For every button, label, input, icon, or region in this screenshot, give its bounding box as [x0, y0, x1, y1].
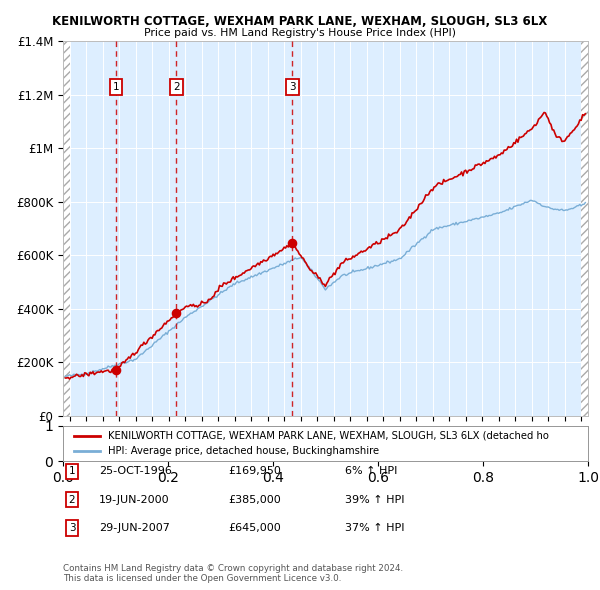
Text: £385,000: £385,000 [228, 495, 281, 504]
Text: Price paid vs. HM Land Registry's House Price Index (HPI): Price paid vs. HM Land Registry's House … [144, 28, 456, 38]
Text: £645,000: £645,000 [228, 523, 281, 533]
Point [112, 366, 121, 375]
Text: 3: 3 [289, 82, 296, 92]
Text: 2: 2 [173, 82, 180, 92]
Text: 39% ↑ HPI: 39% ↑ HPI [345, 495, 404, 504]
Text: 25-OCT-1996: 25-OCT-1996 [99, 467, 172, 476]
Point [287, 238, 297, 248]
Text: 29-JUN-2007: 29-JUN-2007 [99, 523, 170, 533]
Text: 19-JUN-2000: 19-JUN-2000 [99, 495, 170, 504]
Text: KENILWORTH COTTAGE, WEXHAM PARK LANE, WEXHAM, SLOUGH, SL3 6LX (detached ho: KENILWORTH COTTAGE, WEXHAM PARK LANE, WE… [107, 431, 548, 441]
Text: Contains HM Land Registry data © Crown copyright and database right 2024.
This d: Contains HM Land Registry data © Crown c… [63, 563, 403, 583]
Text: 1: 1 [68, 467, 76, 476]
Text: 3: 3 [68, 523, 76, 533]
Point [172, 308, 181, 317]
Text: 2: 2 [68, 495, 76, 504]
Text: £169,950: £169,950 [228, 467, 281, 476]
Text: 37% ↑ HPI: 37% ↑ HPI [345, 523, 404, 533]
Text: KENILWORTH COTTAGE, WEXHAM PARK LANE, WEXHAM, SLOUGH, SL3 6LX: KENILWORTH COTTAGE, WEXHAM PARK LANE, WE… [52, 15, 548, 28]
Text: 1: 1 [113, 82, 119, 92]
Text: HPI: Average price, detached house, Buckinghamshire: HPI: Average price, detached house, Buck… [107, 447, 379, 457]
Text: 6% ↑ HPI: 6% ↑ HPI [345, 467, 397, 476]
